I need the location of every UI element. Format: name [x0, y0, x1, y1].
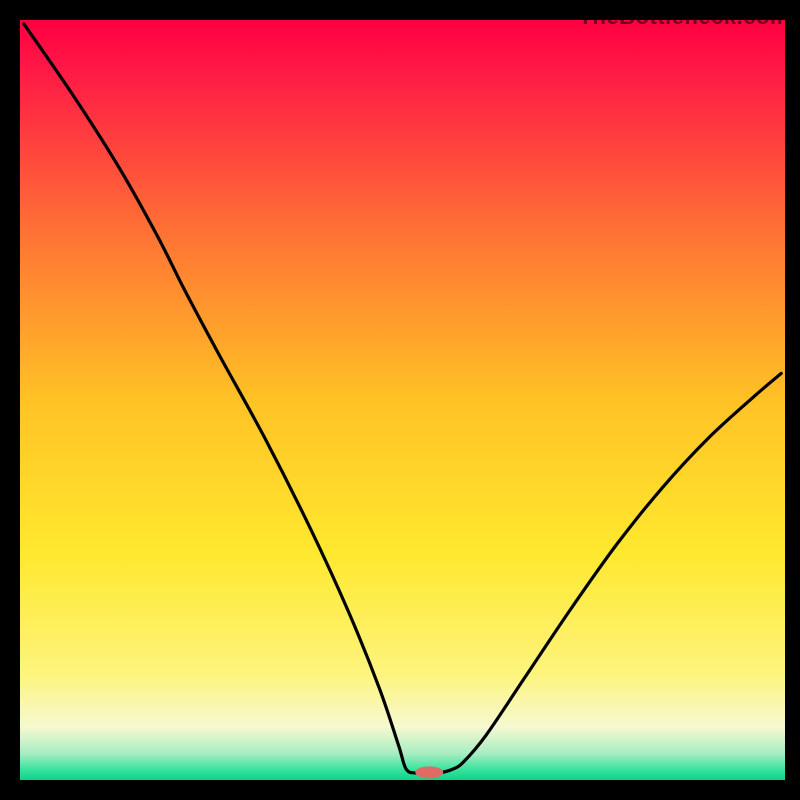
watermark: TheBottleneck.com [579, 4, 790, 30]
bottleneck-chart [0, 0, 800, 800]
optimal-marker [415, 766, 443, 778]
chart-plot-area [20, 20, 785, 780]
